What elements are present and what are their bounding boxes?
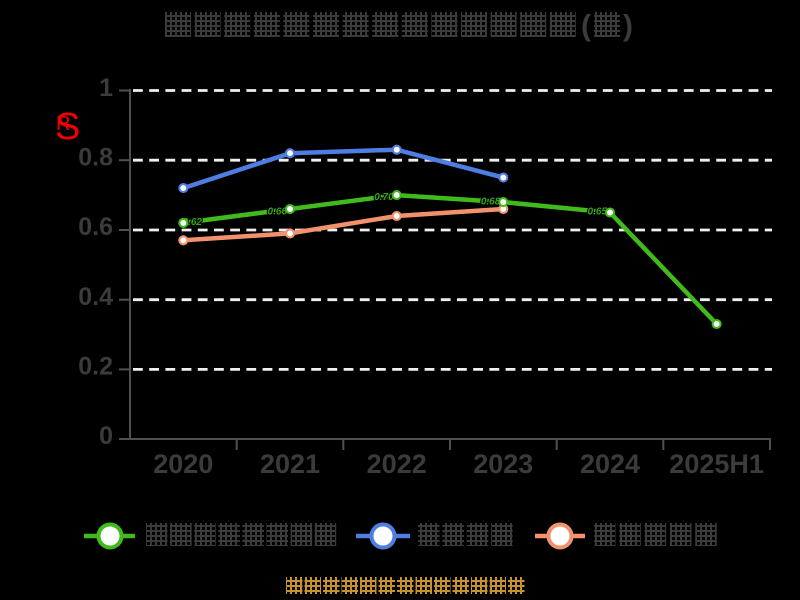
svg-text:1: 1 <box>99 74 113 102</box>
svg-text:0.6: 0.6 <box>78 213 113 241</box>
svg-text:0.65: 0.65 <box>588 207 608 218</box>
svg-text:0.70: 0.70 <box>374 192 394 203</box>
svg-text:2022: 2022 <box>367 449 427 479</box>
svg-text:R: R <box>56 113 70 135</box>
svg-text:2023: 2023 <box>473 449 533 479</box>
svg-text:0.68: 0.68 <box>481 197 501 208</box>
svg-text:0.8: 0.8 <box>78 143 113 171</box>
svg-text:(: ( <box>581 10 591 43</box>
svg-text:2021: 2021 <box>260 449 320 479</box>
svg-text:2025H1: 2025H1 <box>669 449 764 479</box>
svg-text:2020: 2020 <box>153 449 213 479</box>
svg-text:0.2: 0.2 <box>78 353 113 381</box>
svg-text:0.4: 0.4 <box>78 283 113 311</box>
svg-text:2024: 2024 <box>580 449 640 479</box>
svg-text:): ) <box>623 10 633 43</box>
svg-text:0: 0 <box>99 422 113 450</box>
svg-text:S: S <box>55 106 80 148</box>
svg-text:0.66: 0.66 <box>268 206 288 217</box>
